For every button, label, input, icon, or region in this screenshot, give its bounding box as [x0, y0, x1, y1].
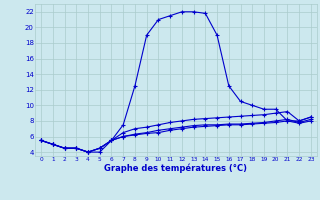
- X-axis label: Graphe des températures (°C): Graphe des températures (°C): [105, 164, 247, 173]
